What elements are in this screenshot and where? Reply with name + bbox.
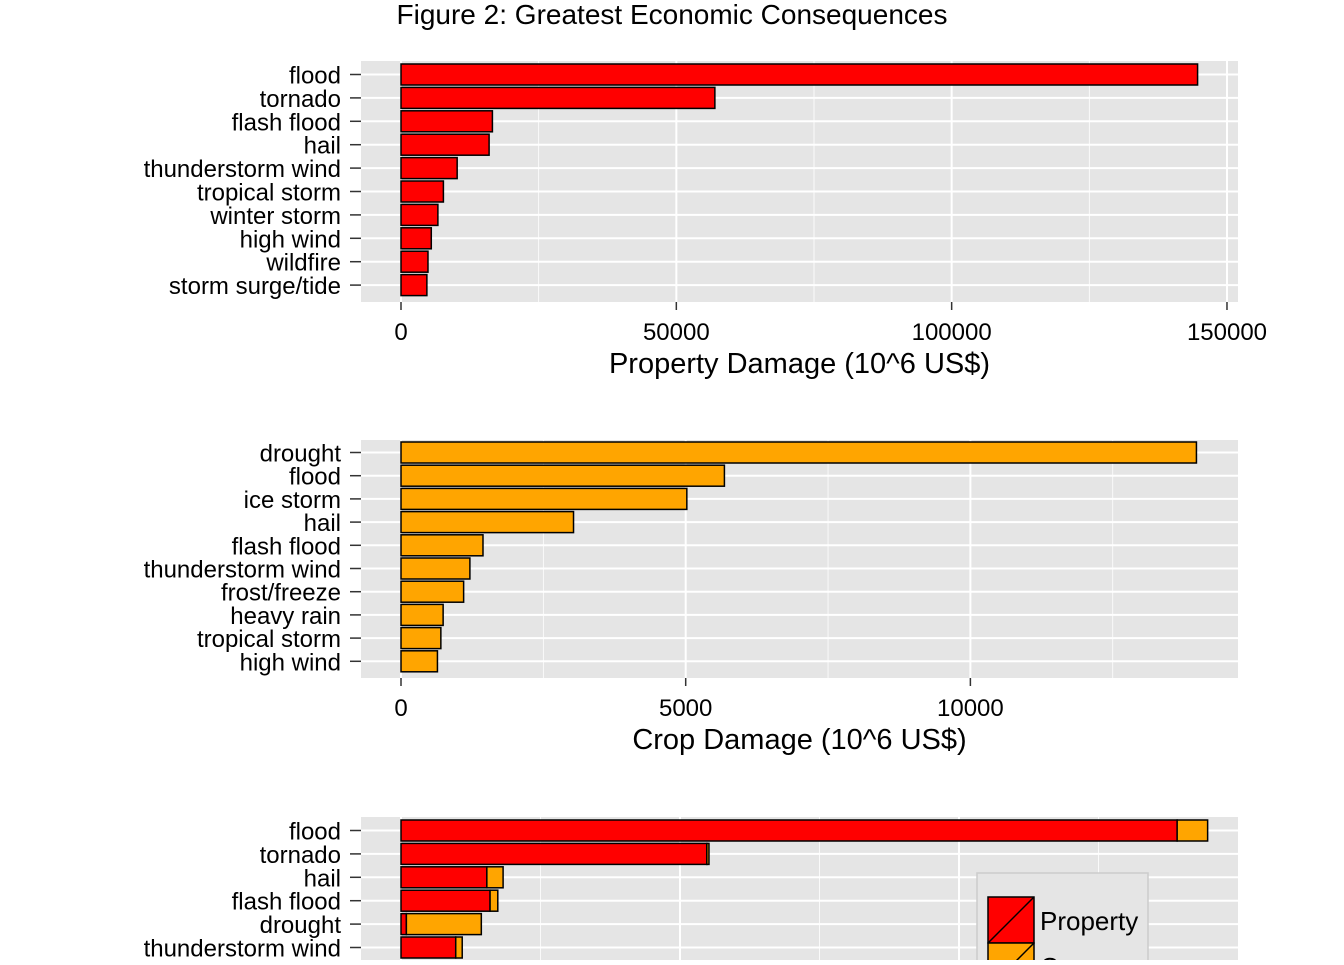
- bar-storm-surge-tide: [400, 273, 428, 297]
- bar-winter-storm: [400, 203, 439, 227]
- legend-label-crop: Crop: [1040, 952, 1096, 960]
- legend: Property Crop: [976, 872, 1149, 965]
- bar-high-wind: [400, 227, 433, 250]
- bar-flood-crop: [1176, 819, 1209, 842]
- y-tick-label-thunderstorm-wind: thunderstorm wind: [144, 557, 341, 584]
- x-tick-label: 50000: [643, 319, 710, 346]
- legend-label-property: Property: [1040, 906, 1138, 936]
- y-tick-label-tropical-storm: tropical storm: [197, 180, 341, 207]
- bar-tornado-property: [400, 842, 708, 866]
- bar-hail: [400, 133, 490, 156]
- y-tick-label-hail: hail: [304, 510, 341, 537]
- bar-hail-property: [400, 866, 488, 889]
- bar-tropical-storm: [400, 180, 445, 203]
- bar-frost-freeze: [400, 580, 465, 603]
- legend-key-crop: [987, 942, 1035, 965]
- bar-drought-property: [400, 912, 408, 936]
- x-tick-label: 0: [394, 695, 407, 722]
- bar-thunderstorm-wind-crop: [454, 936, 463, 959]
- bar-flood: [400, 63, 1199, 86]
- legend-key-property-slash: [987, 896, 1035, 944]
- y-tick-label-tropical-storm: tropical storm: [197, 626, 341, 653]
- bar-drought-crop: [405, 912, 483, 936]
- bar-flash-flood: [400, 534, 484, 557]
- bar-flood: [400, 464, 726, 487]
- bar-wildfire: [400, 250, 429, 273]
- bar-ice-storm: [400, 487, 688, 511]
- bar-flash-flood: [400, 110, 494, 133]
- y-tick-label-hail: hail: [304, 865, 341, 892]
- y-tick-label-storm-surge-tide: storm surge/tide: [169, 273, 341, 300]
- y-tick-label-flash-flood: flash flood: [232, 109, 341, 136]
- y-tick-label-winter-storm: winter storm: [209, 203, 341, 230]
- y-tick-label-high-wind: high wind: [240, 649, 341, 676]
- y-tick-label-heavy-rain: heavy rain: [230, 603, 341, 630]
- bar-flood-property: [400, 819, 1178, 842]
- figure-title: Figure 2: Greatest Economic Consequences: [397, 0, 948, 30]
- bar-tropical-storm: [400, 626, 442, 650]
- bar-tornado-crop: [706, 842, 710, 866]
- bar-thunderstorm-wind: [400, 156, 458, 180]
- y-tick-label-flood: flood: [289, 63, 341, 90]
- bar-high-wind: [400, 650, 439, 673]
- y-tick-label-drought: drought: [260, 912, 342, 939]
- bar-flash-flood-crop: [489, 889, 499, 912]
- y-tick-label-wildfire: wildfire: [265, 250, 341, 277]
- bar-hail: [400, 510, 575, 534]
- bar-drought: [400, 441, 1198, 464]
- x-tick-label: 0: [394, 319, 407, 346]
- y-tick-label-ice-storm: ice storm: [244, 487, 341, 514]
- x-tick-label: 150000: [1187, 319, 1267, 346]
- y-tick-label-tornado: tornado: [260, 86, 341, 113]
- x-tick-label: 10000: [937, 695, 1004, 722]
- y-tick-label-flash-flood: flash flood: [232, 533, 341, 560]
- bar-flash-flood-property: [400, 889, 491, 912]
- y-tick-label-drought: drought: [260, 441, 342, 468]
- y-tick-label-flood: flood: [289, 464, 341, 491]
- bar-thunderstorm-wind: [400, 557, 471, 580]
- bar-heavy-rain: [400, 603, 444, 627]
- y-tick-label-flood: flood: [289, 819, 341, 846]
- y-tick-label-hail: hail: [304, 133, 341, 160]
- x-tick-label: 100000: [912, 319, 992, 346]
- x-axis-label: Crop Damage (10^6 US$): [632, 724, 966, 756]
- y-tick-label-high-wind: high wind: [240, 226, 341, 253]
- bar-tornado: [400, 86, 716, 110]
- x-tick-label: 5000: [659, 695, 712, 722]
- bar-thunderstorm-wind-property: [400, 936, 457, 959]
- y-tick-label-thunderstorm-wind: thunderstorm wind: [144, 936, 341, 961]
- y-tick-label-tornado: tornado: [260, 842, 341, 869]
- bar-hail-crop: [486, 866, 504, 889]
- y-tick-label-thunderstorm-wind: thunderstorm wind: [144, 156, 341, 183]
- x-axis-label: Property Damage (10^6 US$): [609, 348, 990, 380]
- y-tick-label-flash-flood: flash flood: [232, 889, 341, 916]
- legend-key-crop-slash: [1010, 942, 1035, 965]
- y-tick-label-frost-freeze: frost/freeze: [221, 580, 341, 607]
